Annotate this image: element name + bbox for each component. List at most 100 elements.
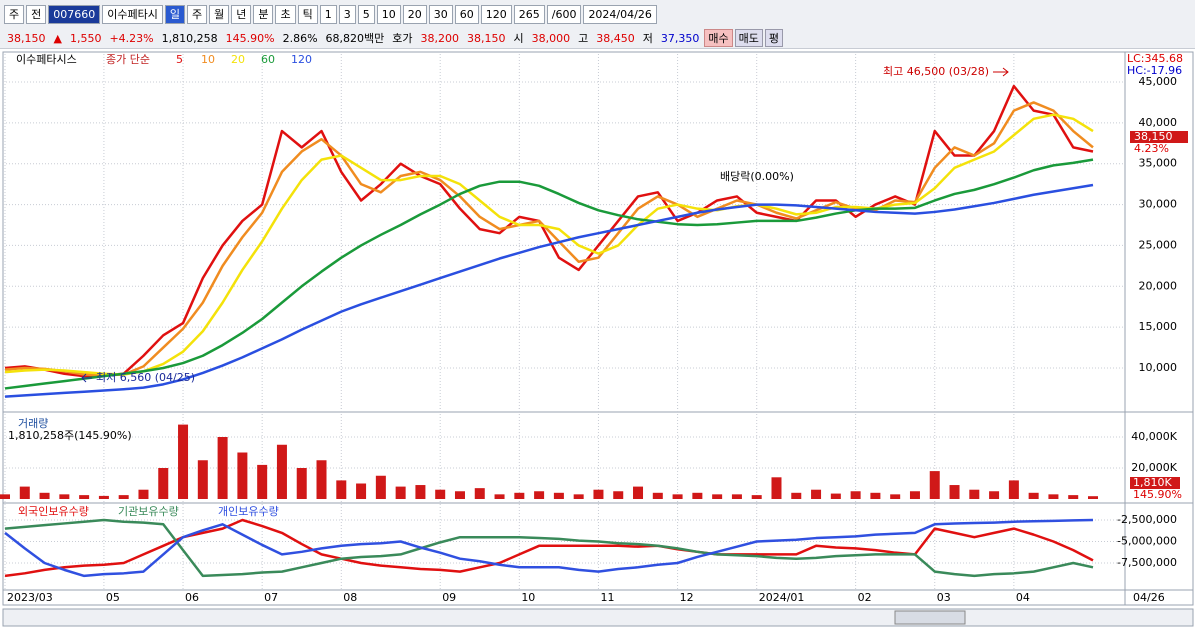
last-volume: 1,810K: [1133, 476, 1172, 489]
volume-bar: [929, 471, 940, 499]
toolbar-button[interactable]: 초: [275, 4, 296, 24]
volume-bar: [296, 468, 307, 499]
volume-bar: [613, 491, 624, 499]
volume-bar: [138, 489, 149, 499]
toolbar-button[interactable]: 분: [253, 4, 274, 24]
pane-title: 이수페타시스: [16, 53, 77, 66]
x-tick-label: 12: [680, 591, 694, 604]
quote-field: 시: [513, 32, 524, 45]
x-tick-label: 10: [521, 591, 535, 604]
volume-bar: [850, 491, 861, 499]
volume-bar: [989, 491, 1000, 499]
volume-bar: [494, 494, 505, 499]
volume-bar: [949, 485, 960, 499]
toolbar-button[interactable]: 3: [338, 4, 356, 24]
last-change: 4.23%: [1134, 142, 1169, 155]
annotation-high: 최고 46,500 (03/28): [883, 65, 989, 78]
current-date: 04/26: [1133, 591, 1165, 604]
quote-field: 38,000: [531, 31, 571, 45]
scroll-thumb[interactable]: [894, 610, 966, 625]
x-tick-label: 08: [343, 591, 357, 604]
x-tick-label: 04: [1016, 591, 1030, 604]
volume-bar: [811, 489, 822, 499]
arrow: [993, 67, 1009, 77]
volume-bar: [514, 492, 525, 499]
x-tick-label: 2024/01: [759, 591, 805, 604]
toolbar-button[interactable]: /600: [546, 4, 582, 24]
volume-bar: [692, 492, 703, 499]
volume-bar: [79, 495, 90, 499]
toolbar-button[interactable]: 2024/04/26: [583, 4, 657, 24]
volume-bar: [435, 489, 446, 499]
toolbar-button[interactable]: 007660: [48, 4, 101, 24]
x-tick-label: 09: [442, 591, 456, 604]
quote-field[interactable]: 평: [764, 29, 784, 47]
volume-bar: [237, 452, 248, 499]
y-tick-label: 20,000: [1139, 279, 1178, 292]
volume-bar: [1028, 492, 1039, 499]
legend-entry: 20: [231, 53, 245, 66]
toolbar-button[interactable]: 일: [164, 4, 185, 24]
legend-title: 종가 단순: [106, 53, 150, 66]
volume-bar: [316, 460, 327, 499]
volume-bar: [712, 494, 723, 499]
toolbar-button[interactable]: 60: [454, 4, 479, 24]
toolbar-button[interactable]: 265: [513, 4, 545, 24]
volume-bar: [0, 494, 10, 499]
toolbar-button[interactable]: 1: [319, 4, 337, 24]
y-tick-label: 20,000K: [1131, 461, 1177, 474]
series-line: [4, 158, 1094, 390]
volume-bar: [791, 492, 802, 499]
volume-bar: [178, 424, 189, 499]
y-tick-label: -2,500,000: [1117, 513, 1177, 526]
quote-field: 145.90%: [225, 31, 275, 45]
y-tick-label: -7,500,000: [1117, 556, 1177, 569]
legend-entry: 10: [201, 53, 215, 66]
quote-field[interactable]: 매수: [704, 29, 733, 47]
toolbar-button[interactable]: 5: [357, 4, 375, 24]
quote-field[interactable]: 매도: [734, 29, 763, 47]
volume-bar: [158, 468, 169, 499]
toolbar-button[interactable]: 월: [209, 4, 230, 24]
legend-entry: 60: [261, 53, 275, 66]
toolbar-button[interactable]: 30: [428, 4, 453, 24]
y-tick-label: 30,000: [1139, 198, 1178, 211]
x-tick-label: 06: [185, 591, 199, 604]
volume-flag: [1130, 477, 1180, 489]
series-line: [4, 518, 1094, 578]
pane-title: 거래량: [18, 417, 48, 430]
volume-bar: [118, 495, 129, 499]
price-flag: [1130, 131, 1188, 143]
toolbar-button[interactable]: 년: [231, 4, 252, 24]
series-line: [4, 183, 1094, 398]
quote-field: 1,810,258: [161, 31, 218, 45]
volume-bar: [197, 460, 208, 499]
quote-field: ▲: [53, 31, 62, 45]
volume-bar: [573, 494, 584, 499]
volume-bar: [39, 492, 50, 499]
scrollbar[interactable]: [2, 608, 1194, 627]
toolbar-button[interactable]: 주: [186, 4, 208, 24]
y-tick-label: 45,000: [1139, 75, 1178, 88]
volume-bar: [870, 492, 881, 499]
volume-bar: [98, 495, 109, 499]
volume-bar: [731, 494, 742, 499]
toolbar-button[interactable]: 전: [26, 4, 47, 24]
toolbar-button[interactable]: 주: [4, 4, 25, 24]
quote-field: 저: [642, 32, 653, 45]
volume-bar: [751, 495, 762, 499]
toolbar-button[interactable]: 틱: [297, 4, 318, 24]
volume-bar: [1068, 495, 1079, 499]
toolbar-button[interactable]: 10: [376, 4, 401, 24]
x-tick-label: 02: [858, 591, 872, 604]
toolbar-button[interactable]: 120: [480, 4, 512, 24]
toolbar-button[interactable]: 이수페타시: [102, 4, 163, 24]
series-line: [4, 518, 1094, 578]
volume-bar: [553, 492, 564, 499]
quote-field: +4.23%: [109, 31, 154, 45]
y-tick-label: 35,000: [1139, 157, 1178, 170]
toolbar-button[interactable]: 20: [402, 4, 427, 24]
corner-label: HC:-17.96: [1127, 64, 1182, 77]
quote-field: 38,450: [596, 31, 635, 45]
